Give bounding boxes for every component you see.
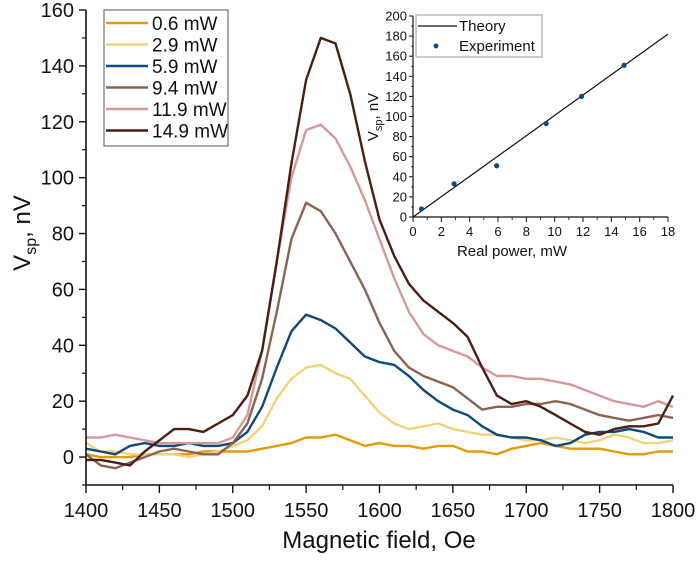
main-x-tick-label: 1550 — [284, 500, 329, 522]
legend-label-11-9-mw: 11.9 mW — [152, 100, 227, 121]
legend-label-2-9-mw: 2.9 mW — [152, 36, 218, 57]
legend-label-5-9-mw: 5.9 mW — [152, 57, 218, 78]
main-y-tick-label: 100 — [41, 168, 74, 190]
inset-x-tick-label: 16 — [632, 224, 646, 239]
main-ylabel-tail: , nV — [9, 195, 36, 238]
inset-legend-box — [415, 14, 543, 58]
main-ylabel-sub: sp — [23, 238, 40, 255]
experiment-point — [621, 62, 627, 68]
inset-y-tick-label: 0 — [400, 210, 407, 225]
main-x-axis-label: Magnetic field, Oe — [282, 527, 475, 554]
experiment-point — [493, 163, 500, 169]
inset-ylabel-main: V — [365, 131, 382, 141]
inset-y-tick-label: 200 — [385, 9, 407, 24]
inset-x-tick-label: 12 — [576, 224, 590, 239]
inset-ylabel-sub: sp — [373, 120, 385, 132]
main-y-tick-label: 0 — [63, 447, 74, 469]
inset-y-tick-label: 100 — [385, 109, 407, 124]
legend-label-0-6-mw: 0.6 mW — [152, 14, 218, 35]
main-x-tick-label: 1450 — [137, 500, 182, 522]
inset-y-tick-label: 20 — [393, 189, 407, 204]
main-series-lines — [85, 36, 675, 470]
inset-y-axis-label: Vsp, nV — [365, 93, 385, 141]
main-y-tick-label: 40 — [52, 335, 74, 357]
main-x-tick-label: 1650 — [431, 500, 476, 522]
theory-line — [412, 33, 669, 218]
experiment-point — [543, 120, 549, 127]
main-x-tick-label: 1750 — [577, 500, 622, 522]
inset-y-tick-label: 60 — [393, 149, 407, 164]
inset-legend-label-theory: Theory — [459, 18, 506, 35]
main-legend-box — [103, 9, 229, 147]
inset-x-tick-label: 2 — [438, 224, 445, 239]
inset-legend-label-experiment: Experiment — [459, 38, 536, 55]
series-line-9-4-mw — [85, 201, 674, 470]
inset-legend-swatch-experiment — [433, 43, 439, 49]
inset-y-tick-label: 120 — [385, 89, 407, 104]
legend-label-14-9-mw: 14.9 mW — [152, 122, 228, 143]
experiment-point — [418, 206, 425, 212]
main-x-tick-label: 1600 — [357, 500, 402, 522]
main-x-tick-label: 1400 — [64, 500, 109, 522]
inset-y-tick-label: 80 — [393, 129, 407, 144]
svg-text:Vsp, nV: Vsp, nV — [365, 93, 385, 141]
inset-plot: 0 20 40 60 80 100 120 140 160 180 200 0 2 4 6 8 10 12 14 16… — [365, 9, 675, 261]
series-line-11-9-mw — [86, 123, 674, 445]
main-y-axis-label: Vsp, nV — [9, 195, 40, 271]
inset-y-tick-label: 40 — [393, 169, 407, 184]
inset-y-tick-label: 160 — [385, 49, 407, 64]
main-y-tick-label: 60 — [52, 279, 74, 301]
inset-marks — [412, 33, 669, 218]
main-ylabel-main: V — [9, 255, 36, 271]
inset-x-axis-label: Real power, mW — [457, 243, 568, 260]
main-y-tick-label: 80 — [52, 224, 74, 246]
series-line-5-9-mw — [85, 313, 673, 456]
legend-label-9-4-mw: 9.4 mW — [152, 79, 218, 100]
inset-ylabel-tail: , nV — [365, 93, 382, 120]
inset-x-tick-label: 10 — [547, 224, 561, 239]
main-y-tick-label: 20 — [52, 391, 74, 413]
series-line-0-6-mw — [85, 433, 673, 459]
main-axes — [79, 9, 674, 493]
inset-y-tick-label: 180 — [385, 29, 407, 44]
experiment-point — [578, 93, 585, 99]
inset-x-tick-label: 6 — [494, 224, 501, 239]
inset-y-tick-label: 140 — [385, 69, 407, 84]
main-y-tick-label: 120 — [41, 112, 74, 134]
inset-x-tick-label: 0 — [409, 224, 416, 239]
svg-text:Vsp, nV: Vsp, nV — [9, 195, 40, 271]
inset-tick-labels: 0 20 40 60 80 100 120 140 160 180 200 0 2 4 6 8 10 12 14 16… — [385, 9, 675, 240]
inset-x-tick-label: 4 — [466, 224, 473, 239]
experiment-point — [451, 181, 457, 187]
main-x-tick-label: 1800 — [651, 500, 696, 522]
main-x-tick-label: 1700 — [504, 500, 549, 522]
inset-axes — [409, 15, 669, 222]
inset-x-tick-label: 14 — [604, 224, 618, 239]
inset-x-tick-label: 18 — [661, 224, 675, 239]
main-x-tick-label: 1500 — [211, 500, 256, 522]
main-y-tick-label: 160 — [41, 0, 74, 22]
inset-x-tick-label: 8 — [523, 224, 530, 239]
main-y-tick-label: 140 — [41, 56, 74, 78]
inset-legend: Theory Experiment — [415, 14, 543, 58]
series-line-14-9-mw — [86, 36, 675, 467]
